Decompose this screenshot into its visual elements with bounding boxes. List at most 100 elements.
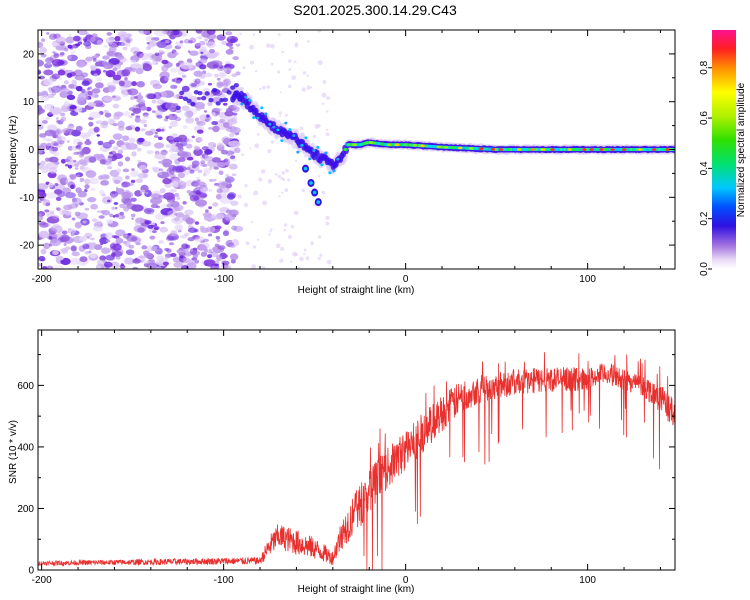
noise-blob [56, 137, 63, 143]
noise-blob [216, 254, 223, 261]
noise-blob [177, 134, 188, 142]
noise-blob [225, 42, 234, 47]
noise-blob [214, 51, 220, 57]
noise-blob [53, 142, 59, 147]
noise-blob [197, 169, 203, 174]
noise-blob [314, 123, 320, 129]
noise-blob [152, 166, 161, 173]
noise-blob [194, 117, 200, 122]
noise-blob [143, 250, 150, 256]
noise-blob [228, 123, 233, 127]
noise-blob [173, 192, 180, 197]
ridge-blob [272, 125, 276, 129]
noise-blob [218, 82, 225, 87]
noise-blob [73, 159, 76, 163]
noise-blob [177, 147, 184, 151]
noise-blob [89, 111, 102, 119]
noise-blob [44, 209, 50, 213]
noise-blob [270, 228, 273, 231]
noise-blob [199, 105, 205, 110]
noise-blob [79, 150, 86, 156]
ridge-blob [252, 116, 256, 119]
noise-blob [200, 51, 204, 55]
noise-blob [40, 53, 47, 58]
ridge-band [314, 149, 320, 157]
noise-blob [64, 210, 72, 216]
noise-blob [195, 179, 200, 183]
noise-blob [89, 253, 97, 259]
noise-blob [151, 37, 156, 41]
noise-blob [74, 163, 80, 168]
noise-blob [69, 104, 77, 110]
noise-blob [85, 170, 97, 178]
noise-blobs [38, 30, 332, 269]
noise-blob [114, 207, 118, 210]
noise-blob [74, 167, 79, 170]
noise-blob [191, 135, 195, 139]
ridge-blob [256, 116, 260, 120]
noise-blob [48, 33, 57, 40]
noise-blob [95, 61, 101, 67]
noise-blob [38, 183, 49, 191]
noise-blob [151, 245, 158, 252]
snr-x-axis: -200 -100 0 100 [32, 330, 661, 586]
noise-blob [63, 101, 70, 107]
noise-blob [161, 59, 169, 65]
x-tick-label: 100 [579, 274, 596, 285]
noise-blob [47, 182, 54, 188]
noise-blob [140, 189, 146, 195]
noise-blob [53, 151, 60, 157]
noise-blob [114, 111, 124, 117]
noise-blob [146, 150, 154, 155]
noise-blob [267, 179, 273, 184]
noise-blob [207, 254, 213, 259]
noise-blob [195, 199, 208, 207]
noise-blob [117, 161, 124, 167]
noise-blob [58, 208, 65, 215]
noise-blob [138, 92, 142, 95]
ridge-blob [304, 136, 308, 140]
noise-blob [232, 158, 237, 162]
noise-blob [291, 75, 296, 81]
noise-blob [173, 261, 183, 268]
noise-blob [252, 245, 257, 249]
noise-blob [161, 128, 165, 132]
y-tick-label: 600 [17, 381, 34, 392]
noise-blob [49, 107, 63, 115]
noise-blob [183, 257, 191, 264]
noise-blob [216, 162, 226, 168]
noise-blob [84, 232, 93, 238]
noise-blob [101, 210, 111, 216]
noise-blob [283, 223, 288, 227]
noise-blob [102, 141, 112, 149]
noise-blob [267, 149, 272, 154]
noise-blob [51, 73, 61, 80]
noise-blob [84, 188, 88, 193]
noise-blob [139, 119, 147, 124]
noise-blob [39, 47, 47, 54]
noise-blob [169, 188, 177, 193]
noise-blob [44, 103, 54, 110]
noise-blob [157, 51, 164, 56]
noise-blob [115, 188, 125, 195]
noise-blob [222, 230, 230, 237]
ridge-hotspot [368, 141, 374, 144]
noise-blob [222, 121, 230, 128]
noise-blob [169, 67, 178, 73]
noise-blob [208, 248, 212, 252]
noise-blob [117, 120, 125, 128]
noise-blob [260, 169, 266, 174]
noise-blob [96, 220, 102, 226]
noise-blob [123, 110, 131, 117]
noise-blob [105, 37, 115, 44]
noise-blob [74, 221, 82, 229]
noise-blob [178, 150, 183, 154]
noise-blob [171, 165, 184, 173]
noise-blob [137, 137, 145, 143]
noise-blob [108, 153, 113, 157]
noise-blob [229, 132, 235, 138]
noise-blob [123, 257, 135, 265]
noise-blob [70, 50, 77, 54]
noise-blob [202, 186, 206, 190]
noise-blob [262, 85, 266, 90]
